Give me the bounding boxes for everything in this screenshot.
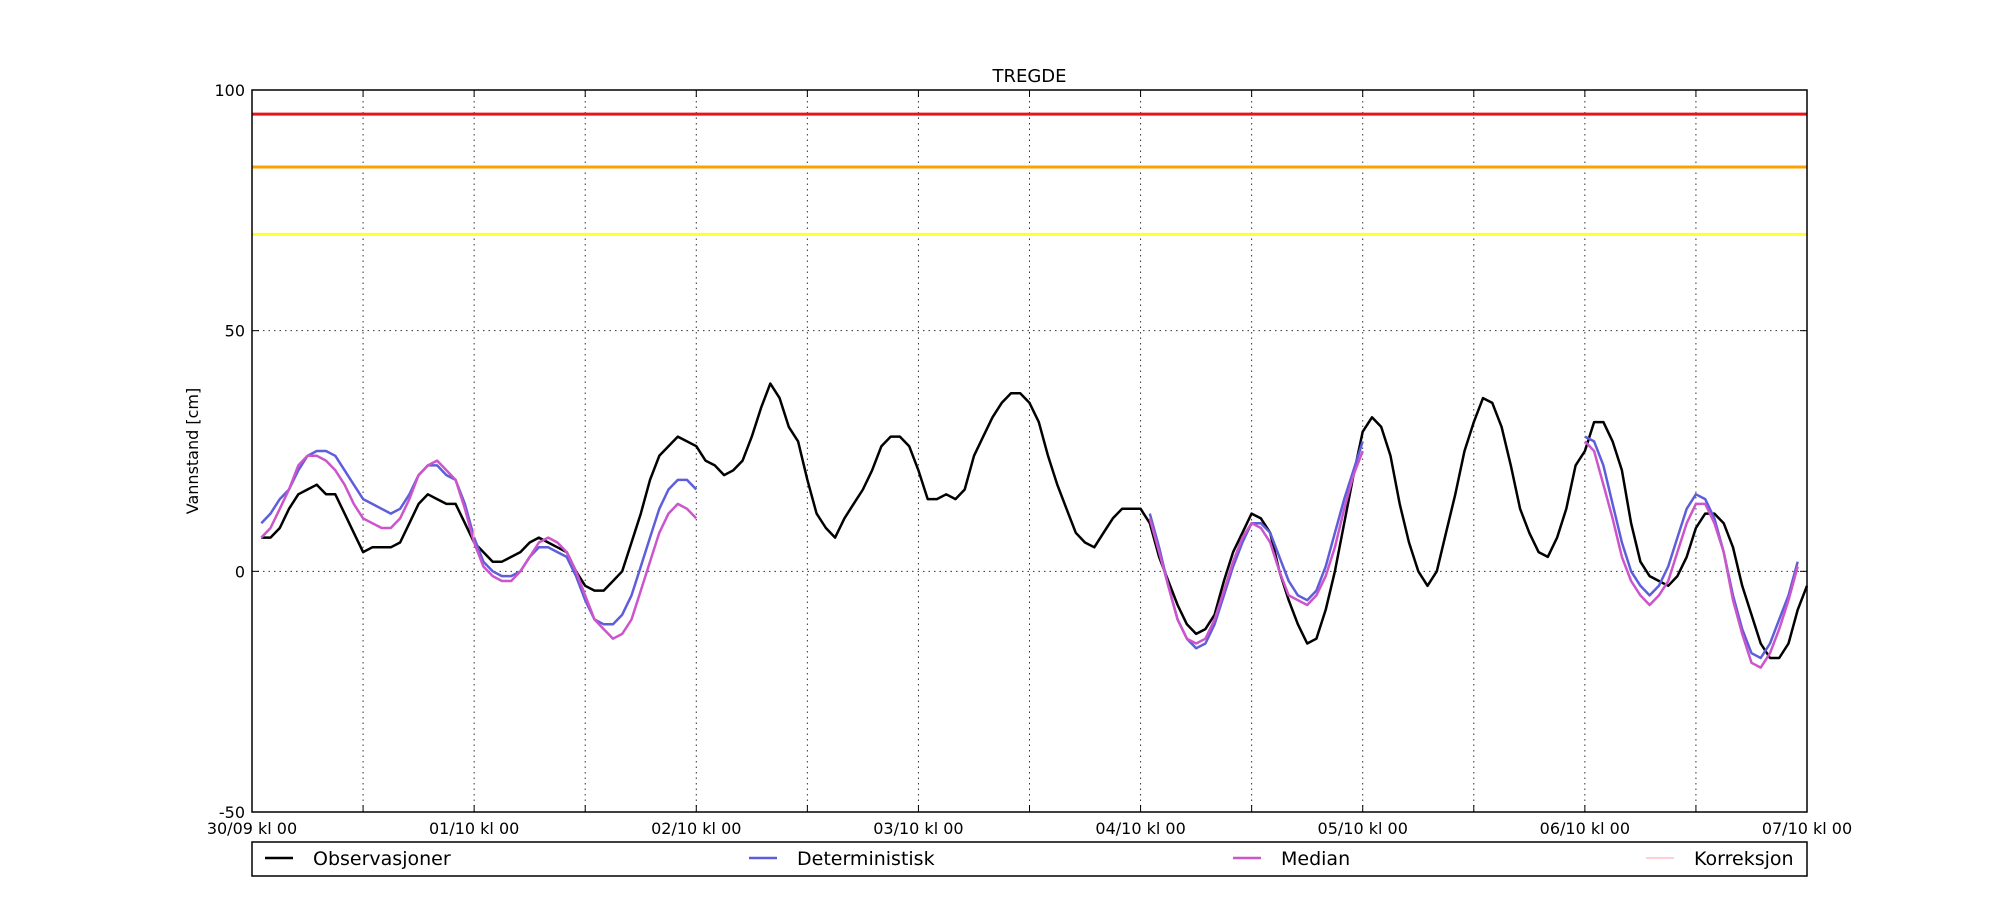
series-lines (260, 382, 1809, 669)
axis-ticks: 30/09 kl 00 01/10 kl 00 02/10 kl 00 03/10 k… (207, 81, 1852, 838)
x-tick-label: 02/10 kl 00 (651, 819, 741, 838)
y-tick-label: 50 (225, 322, 245, 341)
legend-label: Korreksjon (1694, 848, 1794, 870)
plot-frame (251, 89, 1808, 813)
series-line (1148, 441, 1364, 650)
threshold-lines (252, 112, 1807, 236)
series-line (1584, 435, 1799, 660)
x-tick-label: 30/09 kl 00 (207, 819, 297, 838)
series-line (261, 382, 1809, 660)
x-tick-label: 07/10 kl 00 (1762, 819, 1852, 838)
x-tick-label: 05/10 kl 00 (1318, 819, 1408, 838)
y-tick-label: -50 (219, 803, 245, 822)
series-line (1148, 450, 1364, 645)
x-tick-label: 03/10 kl 00 (873, 819, 963, 838)
y-tick-label: 0 (235, 562, 245, 581)
x-tick-label: 04/10 kl 00 (1095, 819, 1185, 838)
x-tick-label: 01/10 kl 00 (429, 819, 519, 838)
legend-label: Median (1281, 848, 1350, 870)
y-axis-label: Vannstand [cm] (183, 388, 202, 514)
y-tick-label: 100 (214, 81, 245, 100)
grid (252, 90, 1807, 812)
series-line (1583, 440, 1799, 669)
legend-label: Deterministisk (797, 848, 935, 870)
series-line (260, 449, 698, 626)
legend-frame (251, 841, 1808, 877)
legend: Observasjoner Deterministisk Median Korreks… (251, 841, 1808, 877)
chart-title: TREGDE (991, 66, 1066, 87)
x-tick-label: 06/10 kl 00 (1540, 819, 1630, 838)
legend-label: Observasjoner (313, 848, 451, 870)
series-line (260, 454, 698, 640)
